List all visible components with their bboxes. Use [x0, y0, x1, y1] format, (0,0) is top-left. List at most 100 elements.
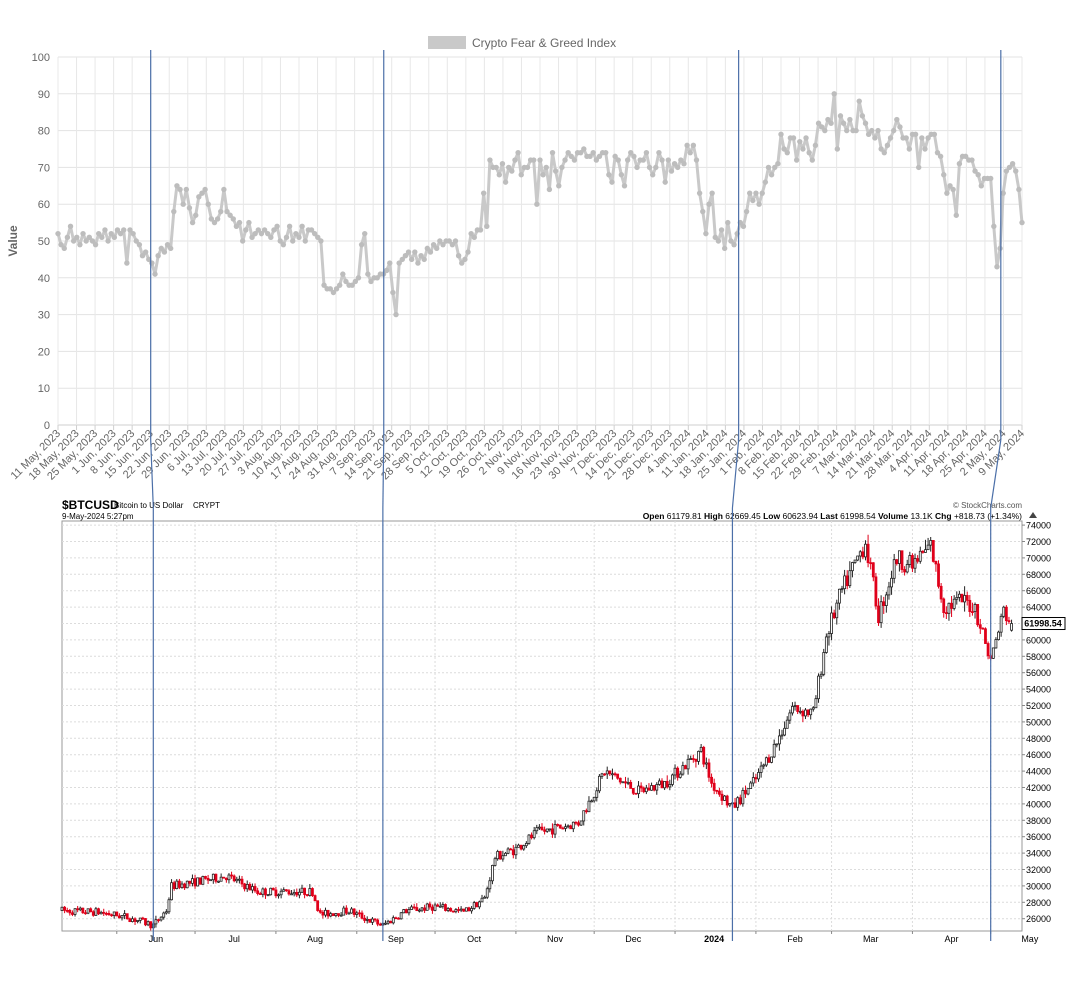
candle-body	[256, 890, 260, 894]
data-point	[64, 234, 71, 241]
candle-body	[91, 911, 95, 916]
data-point	[556, 183, 562, 189]
data-point	[656, 149, 662, 156]
data-point	[358, 241, 365, 248]
candle-body	[874, 576, 878, 607]
data-point	[199, 190, 205, 196]
candle-body	[342, 907, 346, 916]
candle-body	[577, 822, 580, 826]
candle-body	[733, 802, 737, 808]
data-point	[706, 201, 712, 207]
candle-body	[832, 612, 836, 619]
data-point	[803, 135, 809, 141]
data-point	[471, 234, 477, 241]
candle-body	[425, 903, 429, 911]
data-point	[233, 223, 240, 229]
candle-body	[214, 873, 218, 882]
data-point	[133, 238, 139, 244]
data-point	[155, 253, 161, 259]
data-point	[208, 216, 215, 222]
data-point	[991, 223, 997, 229]
data-point	[678, 157, 684, 163]
data-point	[196, 194, 202, 200]
candle-body	[360, 912, 364, 919]
candle-body	[133, 918, 137, 922]
data-point	[743, 208, 750, 215]
candle-body	[689, 758, 693, 760]
candle-body	[986, 643, 990, 657]
data-point	[994, 264, 1000, 270]
x-tick-label: Sep	[388, 934, 404, 944]
candle-body	[851, 562, 854, 572]
data-point	[859, 113, 866, 119]
candle-body	[856, 555, 860, 561]
data-point	[956, 161, 963, 167]
data-point	[552, 168, 559, 174]
data-point	[315, 234, 321, 241]
data-point	[728, 238, 734, 244]
data-point	[449, 241, 456, 248]
data-point	[809, 157, 815, 163]
data-point	[268, 234, 274, 241]
candle-body	[329, 913, 333, 917]
candle-body	[321, 911, 325, 916]
data-point	[506, 164, 512, 171]
data-point	[1009, 161, 1016, 167]
data-point	[218, 208, 224, 215]
candle-body	[678, 773, 682, 778]
data-point	[887, 135, 894, 141]
candle-body	[269, 887, 273, 896]
fear-greed-legend[interactable]: Crypto Fear & Greed Index	[428, 36, 616, 50]
data-point	[246, 219, 252, 226]
data-point	[352, 278, 359, 285]
candle-body	[978, 624, 982, 629]
data-point	[562, 157, 568, 163]
candle-body	[117, 915, 121, 919]
data-point	[415, 260, 421, 266]
candle-body	[702, 746, 706, 765]
data-point	[950, 186, 956, 193]
candle-body	[603, 773, 607, 776]
data-point	[127, 227, 133, 233]
candle-body	[261, 888, 265, 895]
candle-body	[1007, 620, 1011, 623]
candle-body	[488, 880, 492, 890]
candle-body	[804, 709, 807, 717]
candle-body	[991, 647, 995, 659]
data-point	[274, 223, 280, 229]
x-tick-label: Oct	[467, 934, 482, 944]
candle-body	[107, 912, 111, 916]
fear-greed-grid	[57, 56, 1023, 426]
btc-y-ticks: 26000 28000 30000 32000 34000 36000 38000 40000…	[1022, 521, 1051, 924]
candle-body	[235, 878, 239, 882]
data-point	[853, 127, 859, 134]
data-point	[271, 227, 277, 233]
y-tick-label: 28000	[1026, 898, 1051, 908]
candle-body	[592, 796, 596, 802]
data-point	[214, 216, 221, 222]
candle-body	[731, 802, 734, 805]
fear-greed-series	[55, 91, 1025, 318]
data-point	[862, 120, 869, 126]
data-point	[418, 253, 424, 259]
candle-body	[326, 909, 330, 917]
scroll-up-arrow-icon[interactable]	[1029, 512, 1037, 518]
candle-body	[524, 842, 528, 847]
candle-body	[217, 880, 220, 883]
candle-body	[584, 810, 588, 813]
candle-body	[728, 803, 732, 806]
candle-body	[230, 874, 233, 877]
candle-body	[553, 824, 557, 835]
data-point	[249, 234, 255, 241]
y-tick-label: 68000	[1026, 570, 1051, 580]
data-point	[399, 256, 405, 263]
candle-body	[350, 908, 353, 914]
data-point	[186, 205, 193, 211]
data-point	[828, 120, 834, 126]
data-point	[778, 131, 784, 137]
x-tick-label: Mar	[863, 934, 879, 944]
x-tick-label: May	[1021, 934, 1039, 944]
data-point	[659, 157, 665, 163]
candle-body	[903, 569, 907, 573]
